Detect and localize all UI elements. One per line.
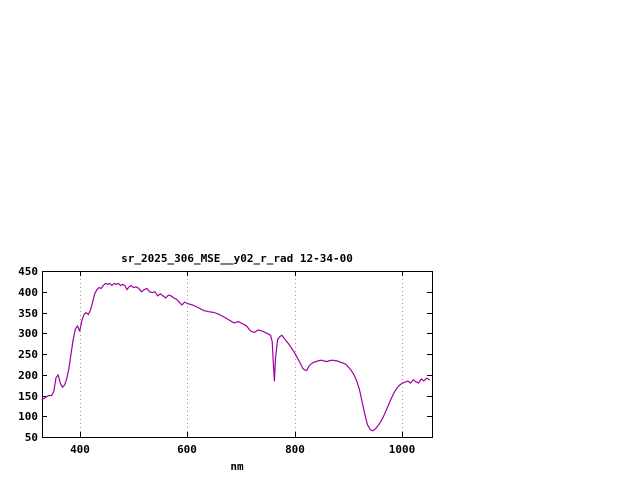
x-tick-label: 1000 — [388, 443, 416, 456]
y-tick-label: 450 — [18, 265, 38, 278]
plot-border — [42, 271, 433, 438]
data-line — [41, 282, 430, 432]
y-tick-label: 50 — [24, 431, 38, 444]
x-axis-label: nm — [230, 460, 244, 473]
y-tick-label: 250 — [18, 348, 38, 361]
chart-title: sr_2025_306_MSE__y02_r_rad 12-34-00 — [121, 252, 353, 265]
y-tick-label: 200 — [18, 369, 38, 382]
x-tick-label: 400 — [70, 443, 90, 456]
x-tick-label: 800 — [285, 443, 305, 456]
y-tick-label: 400 — [18, 286, 38, 299]
x-tick-label: 600 — [177, 443, 197, 456]
y-tick-label: 350 — [18, 307, 38, 320]
y-tick-label: 300 — [18, 327, 38, 340]
y-tick-label: 150 — [18, 390, 38, 403]
y-tick-label: 100 — [18, 410, 38, 423]
